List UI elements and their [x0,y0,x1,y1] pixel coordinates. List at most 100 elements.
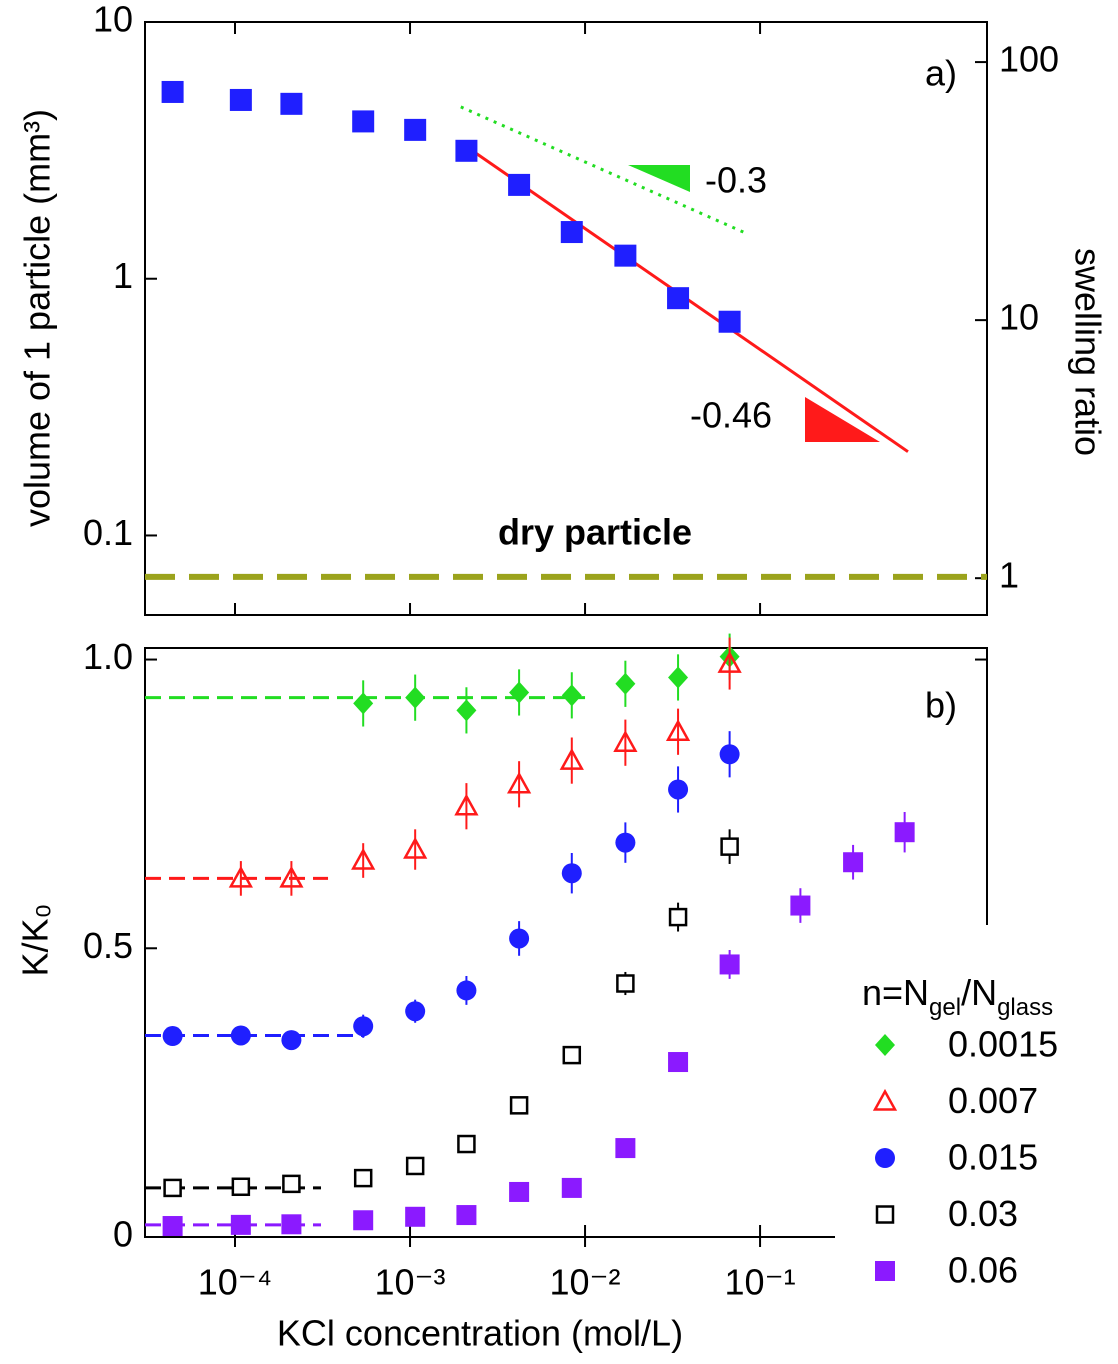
x-tick-label: 10⁻³ [375,1262,446,1303]
marker [613,730,638,752]
marker [615,832,636,853]
marker [163,1178,182,1198]
y2-tick-label: 10 [999,297,1039,338]
y-tick-label: 1 [113,255,133,296]
marker [719,954,740,975]
marker [508,173,531,196]
marker [615,672,636,695]
marker [616,974,635,993]
marker [405,1206,426,1227]
marker [614,244,637,267]
legend-label: 0.015 [948,1137,1038,1178]
marker [456,980,477,1001]
annotation: -0.46 [690,395,772,436]
marker [790,895,811,916]
marker [720,837,739,856]
marker [280,92,303,115]
marker [405,1156,425,1176]
marker [562,1045,582,1065]
legend-marker [875,1034,895,1056]
legend-label: 0.06 [948,1250,1018,1291]
y-tick-label: 0 [113,1214,133,1255]
marker [457,1134,476,1154]
marker [353,1168,373,1188]
marker [561,1177,582,1198]
marker [228,865,253,888]
panel-label: a) [925,53,957,94]
legend-marker [872,1088,898,1111]
legend-marker [875,1205,895,1224]
reference-label: dry particle [498,511,692,552]
marker [894,822,915,843]
marker [454,793,479,816]
x-axis-title: KCl concentration (mol/L) [277,1313,683,1354]
marker [560,221,583,244]
legend-marker [875,1148,895,1168]
marker [668,779,689,800]
marker [230,1025,251,1046]
slope-triangle [628,165,690,192]
marker [403,836,428,859]
y2-tick-label: 100 [999,39,1059,80]
marker [404,118,427,141]
marker [665,719,691,741]
marker [509,681,530,704]
marker [456,1205,477,1226]
x-tick-label: 10⁻² [550,1262,621,1303]
marker [162,1216,183,1237]
panel-label: b) [925,685,957,726]
marker [352,110,375,133]
marker [351,847,376,870]
marker [456,699,477,722]
legend-marker [875,1261,895,1281]
marker [559,748,584,770]
marker [281,1030,302,1051]
marker [279,865,304,888]
marker [353,1210,374,1231]
legend-label: 0.03 [948,1193,1018,1234]
y-axis-title: volume of 1 particle (mm³) [17,109,58,527]
marker [668,666,689,689]
y-axis-title: K/K₀ [15,904,56,977]
marker [231,1177,251,1197]
y-tick-label: 0.1 [83,512,133,553]
marker [667,287,690,310]
marker [282,1174,301,1194]
marker [281,1214,302,1235]
y-tick-label: 0.5 [83,925,133,966]
marker [668,907,688,927]
marker [405,1001,426,1022]
marker [229,88,252,111]
legend-title: n=Ngel/Nglass [862,972,1053,1021]
marker [162,1026,183,1047]
marker [506,771,532,794]
legend-label: 0.0015 [948,1024,1058,1065]
frame-a [144,21,988,616]
y2-axis-title: swelling ratio [1067,248,1108,456]
y-tick-label: 1.0 [83,636,133,677]
marker [509,928,530,949]
frame-b [144,647,988,1238]
fit-line [460,105,746,235]
marker [561,863,582,884]
marker [455,139,478,162]
marker [353,1016,374,1037]
marker [509,1181,530,1202]
marker [615,1138,636,1159]
marker [509,1096,529,1115]
marker [718,310,741,333]
marker [161,80,184,103]
marker [405,686,426,709]
slope-triangle [805,397,880,442]
legend-label: 0.007 [948,1080,1038,1121]
annotation: -0.3 [705,160,767,201]
marker [719,744,740,765]
marker [668,1052,689,1073]
marker [561,684,582,707]
x-tick-label: 10⁻⁴ [198,1262,273,1303]
marker [230,1214,251,1235]
marker [353,692,374,715]
marker [717,651,742,673]
